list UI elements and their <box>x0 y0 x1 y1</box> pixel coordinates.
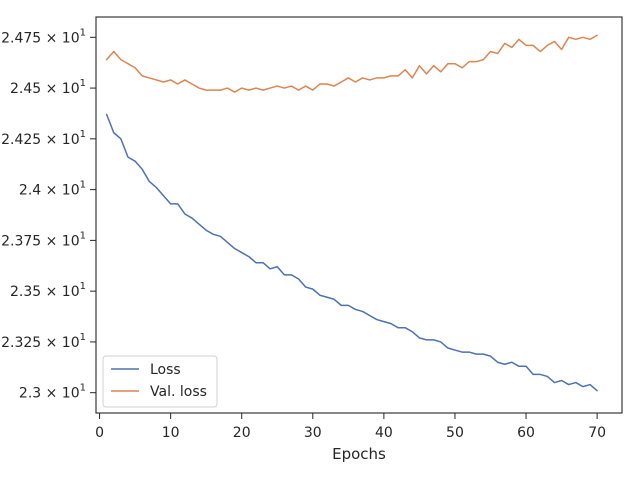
y-tick-label: 2.375 × 101 <box>1 230 86 249</box>
series-line-val-loss <box>105 34 598 93</box>
x-tick-label: 50 <box>446 425 464 441</box>
y-axis: 2.3 × 101 2.325 × 101 2.35 × 101 2.375 × 10… <box>1 27 96 402</box>
x-tick-label: 20 <box>233 425 251 441</box>
x-tick-label: 0 <box>95 425 104 441</box>
plot-frame <box>95 16 623 414</box>
y-tick-label: 2.475 × 101 <box>1 27 86 46</box>
y-tick-label: 2.325 × 101 <box>1 332 86 351</box>
y-tick-label: 2.3 × 101 <box>19 383 86 402</box>
legend-label: Val. loss <box>150 384 207 400</box>
series-layer <box>105 34 598 392</box>
y-tick-label: 2.4 × 101 <box>19 180 86 199</box>
legend-label: Loss <box>150 362 181 378</box>
x-axis: 0 10 20 30 40 50 60 70 <box>95 413 606 441</box>
x-tick-label: 30 <box>304 425 322 441</box>
x-tick-label: 70 <box>588 425 606 441</box>
x-tick-label: 40 <box>375 425 393 441</box>
x-tick-label: 60 <box>517 425 535 441</box>
plot-border <box>95 16 623 414</box>
y-tick-label: 2.425 × 101 <box>1 129 86 148</box>
y-tick-label: 2.35 × 101 <box>10 281 86 300</box>
x-tick-label: 10 <box>162 425 180 441</box>
legend: Loss Val. loss <box>102 355 218 408</box>
series-line-loss <box>105 113 598 392</box>
y-tick-label: 2.45 × 101 <box>10 78 86 97</box>
x-axis-label: Epochs <box>332 445 386 463</box>
